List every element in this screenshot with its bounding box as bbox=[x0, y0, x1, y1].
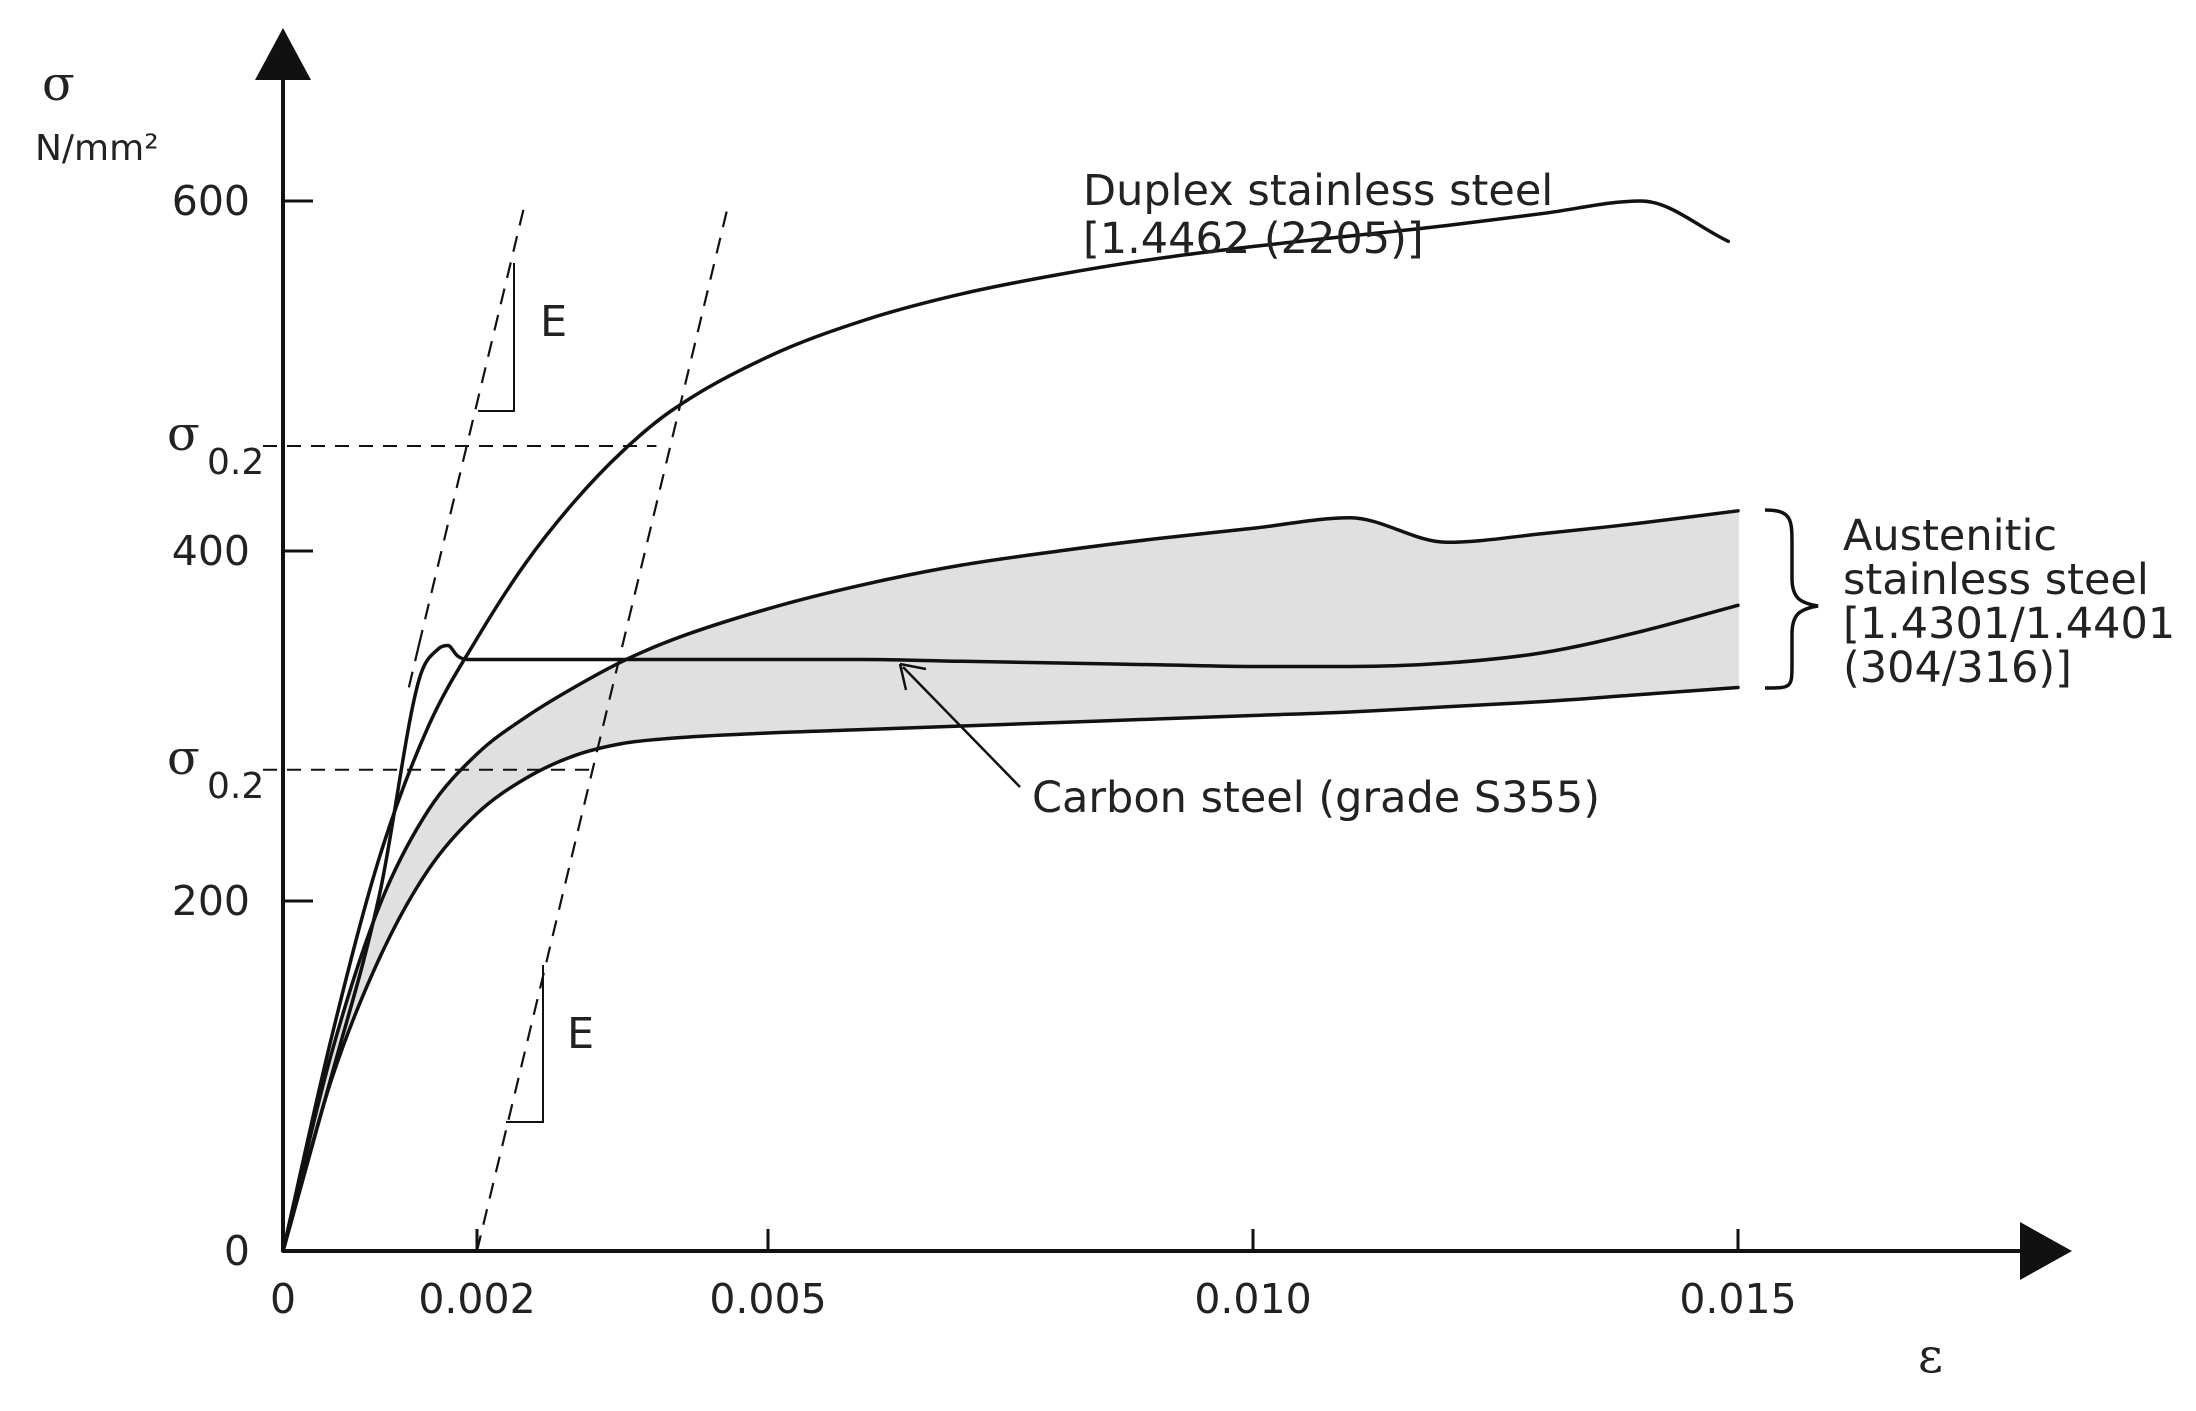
slope-triangle-lower bbox=[506, 965, 544, 1123]
slope-triangle-upper bbox=[478, 263, 515, 412]
austenitic-label-line-3: [1.4301/1.4401 bbox=[1843, 599, 2175, 649]
austenitic-label-line-4: (304/316)] bbox=[1843, 643, 2072, 693]
duplex-label-line-1: Duplex stainless steel bbox=[1083, 166, 1553, 216]
y-axis-title: σ bbox=[42, 56, 75, 112]
axes-layer bbox=[255, 28, 2072, 1280]
x-axis-arrow bbox=[2020, 1222, 2072, 1280]
y-axis-arrow bbox=[255, 28, 311, 80]
sigma-label-1: σ bbox=[167, 406, 200, 462]
duplex-curve bbox=[281, 199, 1731, 1253]
y-tick-label-4: 600 bbox=[172, 177, 250, 225]
y-tick-label-2: 200 bbox=[172, 877, 250, 925]
x-tick-label-1: 0 bbox=[270, 1275, 296, 1323]
x-tick-label-4: 0.010 bbox=[1194, 1275, 1311, 1323]
austenitic-label-line-1: Austenitic bbox=[1843, 511, 2057, 561]
e-label-upper: E bbox=[540, 297, 567, 347]
y-axis-unit: N/mm² bbox=[35, 128, 159, 169]
y-tick-label-1: 0 bbox=[224, 1227, 250, 1275]
sigma-sub-label-1: 0.2 bbox=[207, 442, 264, 483]
y-tick-label-3: 400 bbox=[172, 527, 250, 575]
e-label-lower: E bbox=[567, 1009, 594, 1059]
guide-lines-layer bbox=[263, 200, 731, 1252]
austenitic-band-layer bbox=[283, 510, 1739, 1251]
sigma-label-2: σ bbox=[167, 730, 200, 786]
elastic-modulus-line-origin-tail bbox=[406, 645, 420, 695]
carbon-leader-line bbox=[902, 666, 1021, 788]
duplex-label-line-2: [1.4462 (2205)] bbox=[1083, 214, 1424, 264]
sigma-sub-label-2: 0.2 bbox=[207, 766, 264, 807]
carbon-steel-label: Carbon steel (grade S355) bbox=[1032, 773, 1600, 823]
series-layer bbox=[281, 199, 1740, 1253]
carbon-leader-arrowhead bbox=[898, 662, 927, 691]
austenitic-brace bbox=[1764, 508, 1819, 690]
austenitic-lower-curve bbox=[281, 685, 1740, 1253]
elastic-modulus-line-offset bbox=[475, 200, 731, 1252]
labels-layer: 0 0.002 0.005 0.010 0.0150200400600σ0.2σ0.2σ… bbox=[35, 56, 2175, 1384]
x-axis-title: ε bbox=[1918, 1328, 1943, 1384]
elastic-modulus-line-origin bbox=[417, 200, 527, 646]
austenitic-label-line-2: stainless steel bbox=[1843, 555, 2149, 605]
austenitic-band-fill bbox=[283, 510, 1738, 1251]
x-tick-label-3: 0.005 bbox=[709, 1275, 826, 1323]
x-tick-label-5: 0.015 bbox=[1679, 1275, 1796, 1323]
carbon-steel-curve bbox=[281, 603, 1740, 1253]
x-tick-label-2: 0.002 bbox=[418, 1275, 535, 1323]
austenitic-upper-curve bbox=[281, 509, 1740, 1253]
